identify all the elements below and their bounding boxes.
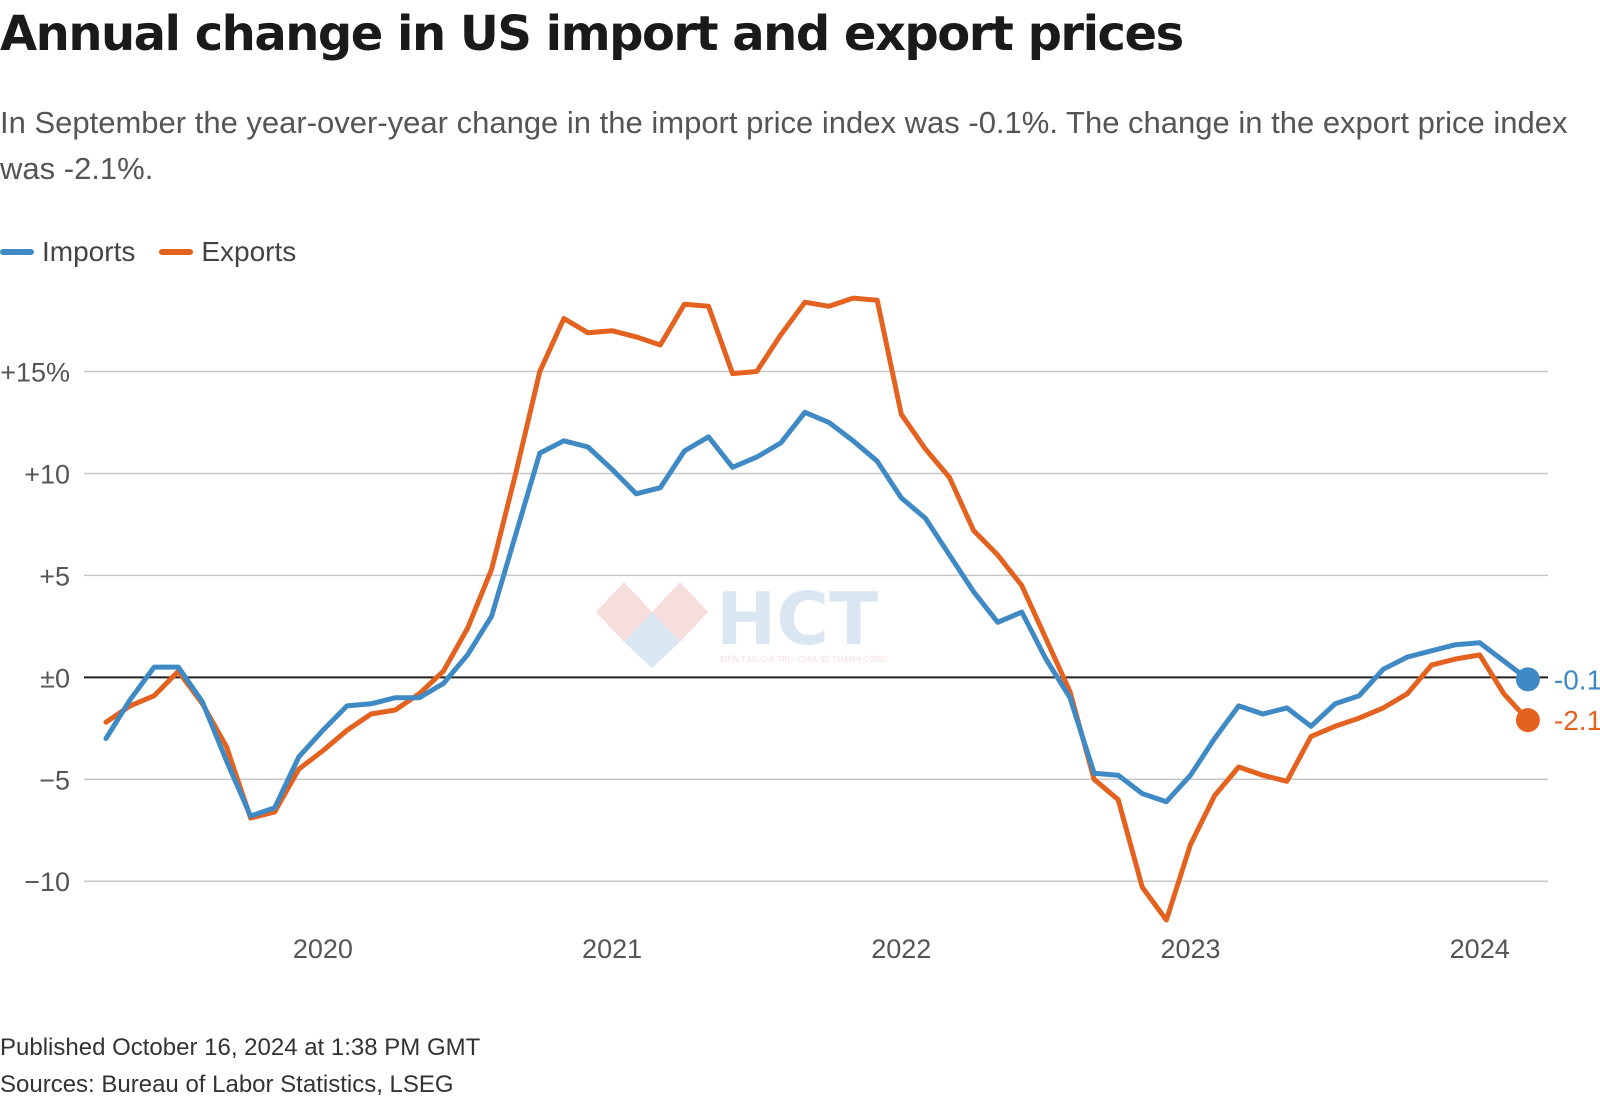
end-marker-exports — [1515, 708, 1540, 733]
series-line-exports — [103, 295, 1531, 923]
y-tick-label: +15% — [0, 358, 70, 388]
label-layer: +15% +10 +5 ±0 −5 −10 2020 2021 2022 2023 2024 -2.1… — [0, 358, 1600, 964]
watermark-tagline: KIẾN TẠO GIÁ TRỊ - CHIA SẺ THÀNH CÔNG — [720, 653, 887, 665]
x-tick-label: 2022 — [871, 934, 931, 964]
legend-item-imports: Imports — [0, 236, 135, 268]
y-tick-label: −10 — [24, 867, 70, 897]
line-chart: +15% +10 +5 ±0 −5 −10 2020 2021 2022 2023 2024 -2.1… — [0, 295, 1600, 964]
sources-note: Sources: Bureau of Labor Statistics, LSE… — [0, 1071, 454, 1098]
y-tick-label: +10 — [24, 459, 70, 489]
end-value-label-imports: -0.1 — [1554, 664, 1600, 695]
y-tick-label: +5 — [39, 561, 70, 591]
legend-label-exports: Exports — [201, 236, 297, 267]
watermark-diamond-bottom — [624, 612, 680, 668]
x-tick-label: 2023 — [1160, 934, 1220, 964]
series-line-imports — [103, 409, 1531, 819]
grid-layer — [84, 370, 1548, 882]
legend-label-imports: Imports — [42, 236, 136, 267]
published-date: Published October 16, 2024 at 1:38 PM GM… — [0, 1034, 481, 1061]
watermark-diamond-right — [652, 582, 708, 642]
watermark-text: HCT — [716, 580, 878, 661]
x-tick-label: 2021 — [582, 934, 642, 964]
y-tick-label: −5 — [39, 765, 70, 795]
watermark-diamond-left — [596, 582, 652, 642]
legend-swatch-exports — [159, 249, 194, 255]
end-value-label-exports: -2.1 — [1554, 705, 1600, 736]
x-tick-label: 2024 — [1450, 934, 1510, 964]
y-tick-label: ±0 — [40, 663, 70, 693]
chart-legend: Imports Exports — [0, 236, 320, 268]
chart-subtitle: In September the year-over-year change i… — [0, 105, 1568, 186]
x-tick-label: 2020 — [293, 934, 353, 964]
end-marker-imports — [1515, 667, 1540, 692]
legend-item-exports: Exports — [159, 236, 296, 268]
watermark-logo: HCT KIẾN TẠO GIÁ TRỊ - CHIA SẺ THÀNH CÔN… — [596, 580, 887, 668]
legend-swatch-imports — [0, 249, 34, 255]
series-layer — [103, 295, 1540, 923]
chart-title: Annual change in US import and export pr… — [0, 6, 1184, 62]
